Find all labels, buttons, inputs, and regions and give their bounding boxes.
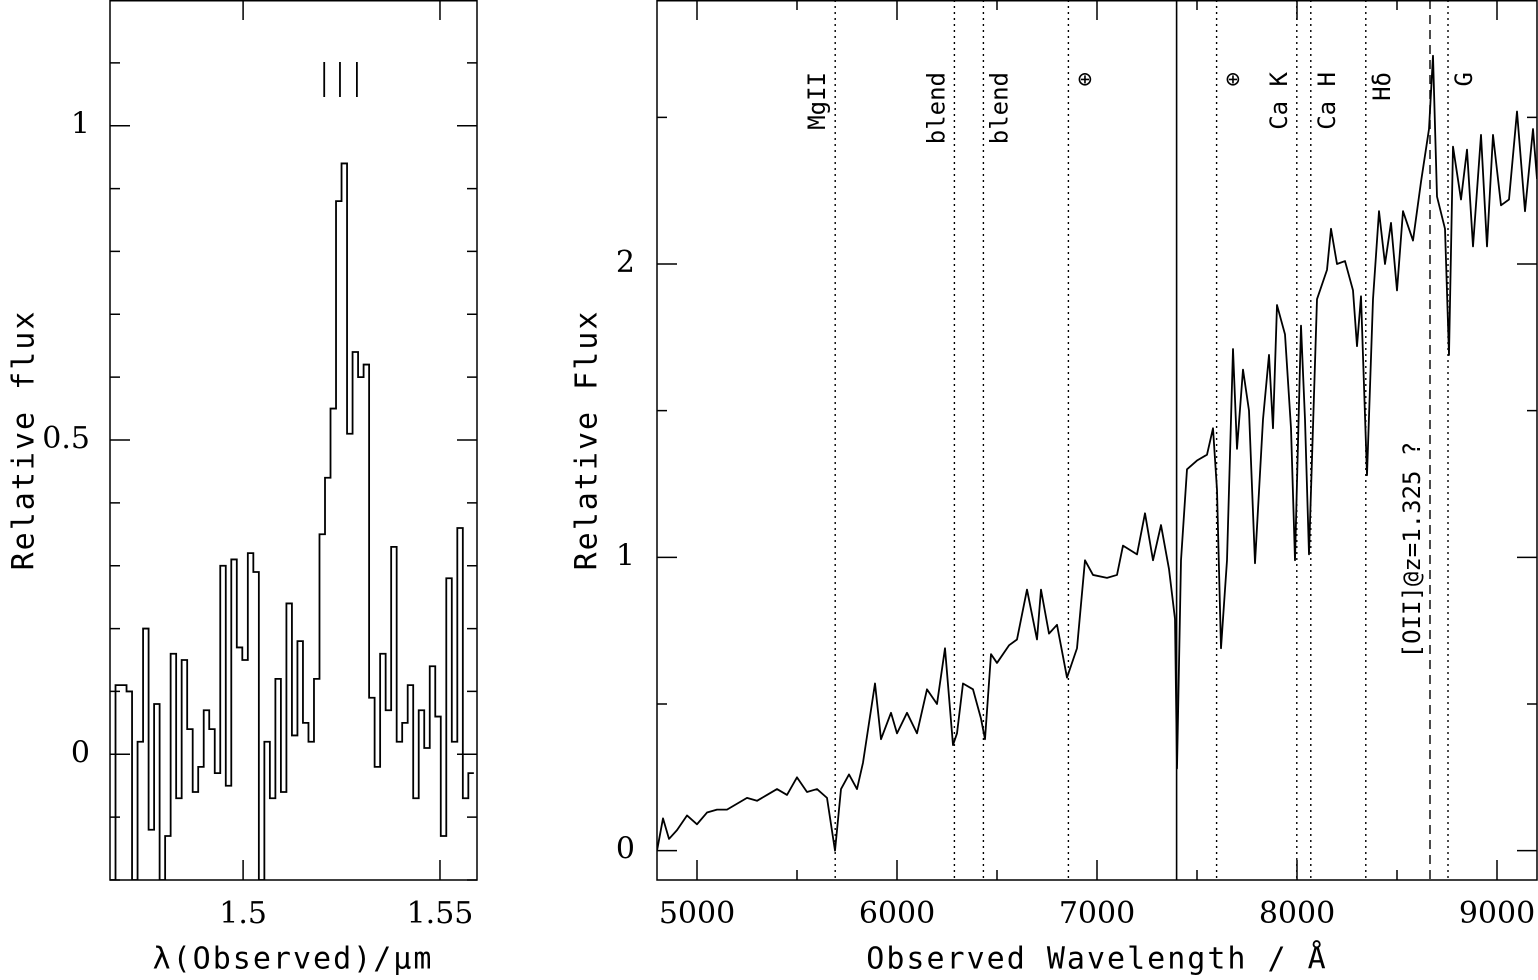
x-tick-label: 9000	[1459, 896, 1535, 931]
feature-label: Ca H	[1313, 72, 1341, 130]
x-tick-label: 8000	[1259, 896, 1335, 931]
feature-label: ⊕	[1070, 72, 1098, 86]
spectrum	[657, 54, 1537, 852]
y-tick-label: 1	[616, 538, 635, 573]
feature-label: blend	[922, 72, 950, 144]
feature-label: Ca K	[1265, 71, 1293, 129]
feature-label: Hδ	[1368, 72, 1396, 101]
panel: 0 0.5 1 1.5 1.55 λ(Observed)/μm Relative flux	[7, 0, 478, 977]
x-axis-label: λ(Observed)/μm	[153, 942, 434, 977]
x-tick-label: 1.55	[407, 896, 474, 931]
x-tick-label: 5000	[659, 896, 735, 931]
frame	[656, 0, 1538, 881]
feature-label: G	[1450, 72, 1478, 86]
x-tick-label: 7000	[1059, 896, 1135, 931]
x-tick-label: 6000	[859, 896, 935, 931]
panel: 0 1 2 5000 6000 7000 8000 9000 Observed Waveleng…	[570, 0, 1538, 977]
flux-step	[110, 162, 474, 880]
plot-area	[657, 0, 1537, 880]
x-tick-label: 1.5	[219, 896, 267, 931]
y-axis-label: Relative Flux	[570, 310, 605, 571]
y-tick-label: 1	[71, 107, 90, 142]
y-tick-label: 0.5	[42, 421, 90, 456]
y-tick-label: 2	[616, 245, 635, 280]
plot-area	[110, 162, 474, 880]
y-tick-label: 0	[71, 735, 90, 770]
feature-label: ⊕	[1219, 72, 1247, 86]
y-tick-label: 0	[616, 832, 635, 867]
feature-label: blend	[985, 72, 1013, 144]
frame	[109, 0, 478, 881]
feature-label: MgII	[803, 72, 831, 130]
feature-label: [OII]@z=1.325 ?	[1398, 442, 1426, 659]
y-axis-label: Relative flux	[7, 310, 42, 571]
x-axis-label: Observed Wavelength / Å	[866, 941, 1327, 977]
